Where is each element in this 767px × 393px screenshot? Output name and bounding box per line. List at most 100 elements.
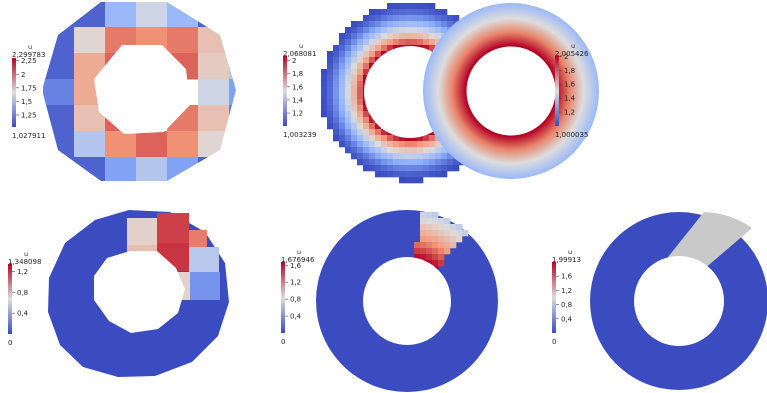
mesh-cell (369, 27, 376, 34)
mesh-cell (167, 131, 199, 158)
mesh-cell (375, 129, 382, 136)
mesh-cell (333, 99, 340, 106)
mesh-cell (387, 15, 394, 22)
mesh-cell (357, 75, 364, 82)
mesh-cell (387, 165, 394, 172)
mesh-cell (339, 39, 346, 46)
mesh-cell (387, 21, 394, 28)
mesh-cell (363, 21, 370, 28)
mesh-cell (453, 159, 460, 166)
mesh-cell (327, 117, 334, 124)
mesh-cell (381, 171, 388, 178)
mesh-cell (369, 141, 376, 148)
mesh-cell (43, 79, 75, 106)
mesh-cell (351, 21, 358, 28)
mesh-cell (387, 27, 394, 34)
mesh-cell (429, 9, 436, 16)
mesh-cell (429, 141, 436, 148)
mesh-cell (429, 165, 436, 172)
mesh-cell (447, 159, 454, 166)
mesh-cell (411, 171, 418, 178)
mesh-cell (435, 33, 442, 40)
mesh-cell (435, 21, 442, 28)
mesh-cell (369, 45, 376, 52)
mesh-cell (429, 159, 436, 166)
mesh-cell (327, 81, 334, 88)
mesh-cell (333, 63, 340, 70)
colorbar-tick-label: 0,4 (561, 315, 573, 323)
colorbar-tick-label: 1,4 (564, 95, 576, 103)
mesh-cell (167, 157, 199, 181)
mesh-cell (450, 242, 457, 249)
mesh-cell (327, 93, 334, 100)
colorbar-tick-label: 2 (21, 71, 25, 79)
mesh-cell (43, 131, 75, 158)
mesh-cell (381, 15, 388, 22)
mesh-cell (432, 260, 439, 267)
mesh-cell (423, 165, 430, 172)
mesh-cell (375, 153, 382, 160)
mesh-cell (363, 39, 370, 46)
mesh-cell (411, 39, 418, 46)
mesh-cell (351, 93, 358, 100)
mesh-cell (399, 15, 406, 22)
mesh-cell (357, 159, 364, 166)
mesh-cell (375, 171, 382, 178)
mesh-cell (345, 39, 352, 46)
mesh-cell (351, 45, 358, 52)
mesh-cell (405, 33, 412, 40)
mesh-cell (74, 157, 106, 181)
mesh-cell (435, 147, 442, 154)
mesh-cell (369, 51, 376, 58)
mesh-cell (432, 218, 439, 225)
mesh-cell (432, 248, 439, 255)
colorbar-min-label: 1,000035 (555, 131, 588, 139)
mesh-cell (198, 105, 230, 132)
mesh-cell (453, 15, 460, 22)
mesh-cell (369, 153, 376, 160)
mesh-cell (357, 123, 364, 130)
mesh-cell (345, 129, 352, 136)
mesh-cell (447, 21, 454, 28)
mesh-cell (411, 165, 418, 172)
panel-bottom-medium (316, 210, 498, 392)
mesh-cell (74, 2, 106, 28)
mesh-cell (363, 45, 370, 52)
mesh-cell (369, 33, 376, 40)
mesh-cell (321, 75, 328, 82)
colorbar-bottom-medium: u1,676946 0 1,6 1,2 0,8 0,4 (281, 248, 315, 346)
mesh-cell (351, 39, 358, 46)
mesh-cell (327, 123, 334, 130)
colorbar-bottom-fine: u1,99913 0 1,6 1,2 0,8 0,4 (552, 248, 581, 346)
mesh-cell (393, 141, 400, 148)
mesh-cell (351, 111, 358, 118)
colorbar-min-label: 0 (8, 339, 12, 347)
mesh-cell (456, 236, 463, 243)
mesh-cell (387, 45, 394, 52)
mesh-cell (345, 63, 352, 70)
mesh-cell (393, 33, 400, 40)
mesh-cell (357, 63, 364, 70)
mesh-cell (417, 135, 424, 142)
mesh-cell (435, 171, 442, 178)
mesh-cell (369, 147, 376, 154)
mesh-cell (387, 159, 394, 166)
colorbar-tick-label: 1,75 (21, 84, 37, 92)
colorbar-tick-label: 2 (292, 57, 296, 65)
coarse-ring-hole (94, 251, 185, 333)
mesh-cell (441, 15, 448, 22)
mesh-cell (432, 230, 439, 237)
mesh-cell (429, 15, 436, 22)
mesh-cell (369, 165, 376, 172)
colorbar-tick-label: 1,2 (564, 109, 575, 117)
mesh-cell (345, 51, 352, 58)
mesh-cell (327, 69, 334, 76)
colorbar-tick-label: 1,6 (561, 273, 573, 281)
colorbar-tick-label: 1,4 (292, 96, 304, 104)
mesh-cell (375, 9, 382, 16)
mesh-cell (405, 153, 412, 160)
mesh-cell (405, 165, 412, 172)
mesh-cell (345, 141, 352, 148)
mesh-cell (167, 27, 199, 54)
